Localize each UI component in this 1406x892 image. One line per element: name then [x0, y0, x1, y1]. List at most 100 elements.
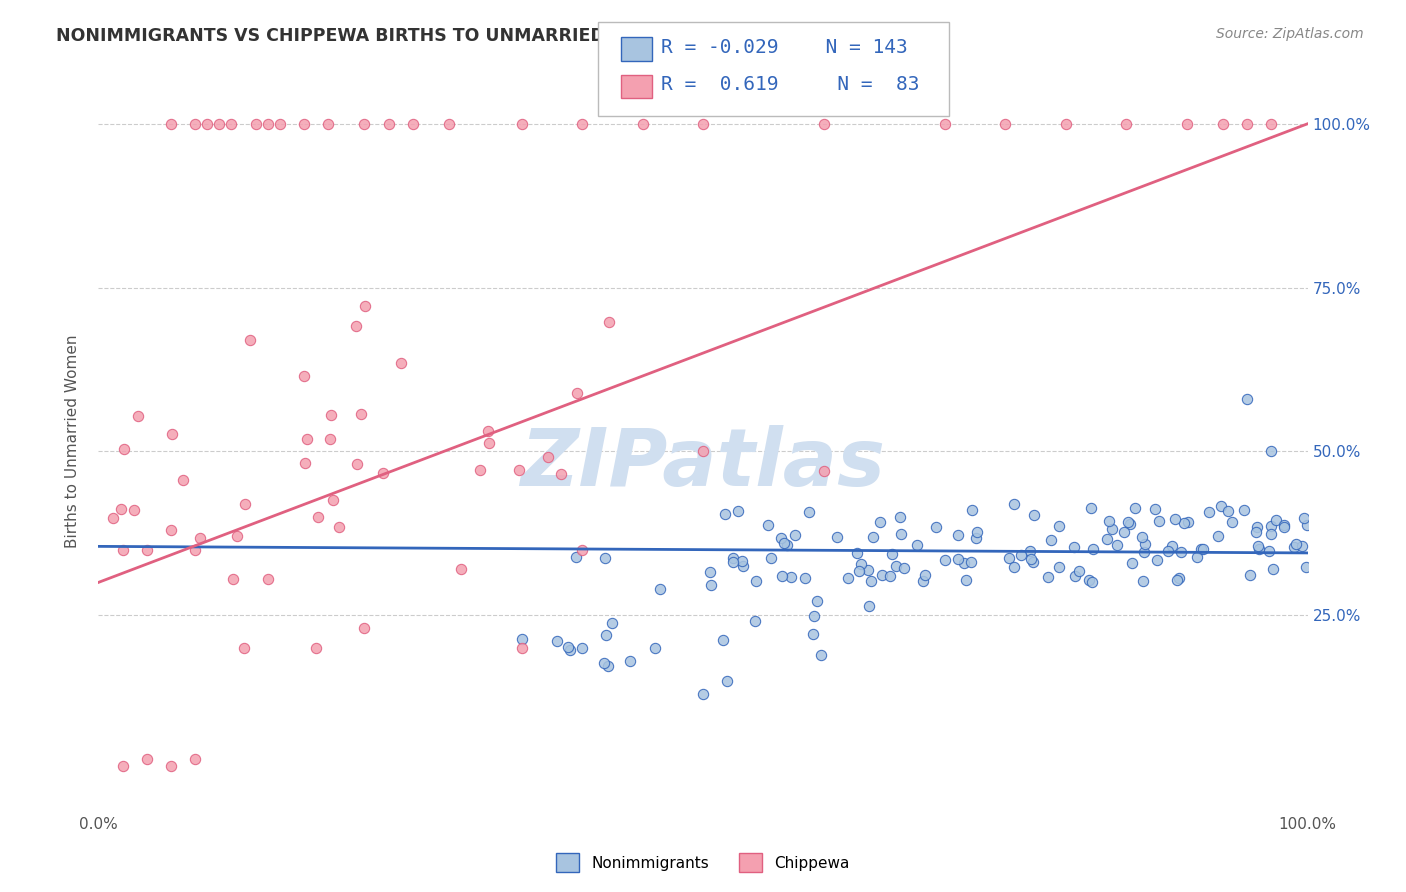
- Chippewa: [122, 502, 145, 516]
- Nonimmigrants: [925, 520, 948, 534]
- Nonimmigrants: [880, 547, 903, 561]
- Nonimmigrants: [1080, 500, 1102, 515]
- Nonimmigrants: [1211, 499, 1233, 513]
- Nonimmigrants: [1097, 532, 1119, 546]
- Chippewa: [571, 117, 593, 131]
- Chippewa: [292, 117, 315, 131]
- Chippewa: [1175, 117, 1198, 131]
- Nonimmigrants: [565, 549, 588, 564]
- Chippewa: [354, 299, 377, 313]
- Chippewa: [297, 433, 319, 447]
- Nonimmigrants: [914, 567, 936, 582]
- Nonimmigrants: [848, 564, 870, 578]
- Nonimmigrants: [770, 569, 793, 583]
- Nonimmigrants: [960, 555, 983, 569]
- Chippewa: [239, 333, 262, 347]
- Nonimmigrants: [727, 504, 749, 518]
- Chippewa: [221, 117, 243, 131]
- Chippewa: [235, 497, 257, 511]
- Nonimmigrants: [794, 571, 817, 585]
- Chippewa: [269, 117, 291, 131]
- Chippewa: [477, 425, 499, 439]
- Nonimmigrants: [858, 599, 880, 614]
- Chippewa: [350, 407, 373, 421]
- Nonimmigrants: [759, 550, 782, 565]
- Chippewa: [371, 466, 394, 480]
- Nonimmigrants: [846, 546, 869, 560]
- Nonimmigrants: [1284, 537, 1306, 551]
- Nonimmigrants: [1168, 571, 1191, 585]
- Chippewa: [160, 759, 183, 773]
- Nonimmigrants: [1118, 515, 1140, 529]
- Nonimmigrants: [1260, 527, 1282, 541]
- Nonimmigrants: [948, 528, 970, 542]
- Nonimmigrants: [1133, 544, 1156, 558]
- Chippewa: [188, 531, 211, 545]
- Nonimmigrants: [1022, 555, 1045, 569]
- Chippewa: [184, 117, 207, 131]
- Nonimmigrants: [962, 502, 984, 516]
- Nonimmigrants: [1260, 519, 1282, 533]
- Nonimmigrants: [1166, 573, 1188, 587]
- Chippewa: [256, 117, 278, 131]
- Nonimmigrants: [801, 627, 824, 641]
- Chippewa: [321, 493, 343, 508]
- Chippewa: [318, 433, 340, 447]
- Nonimmigrants: [557, 640, 579, 654]
- Nonimmigrants: [893, 561, 915, 575]
- Chippewa: [245, 117, 267, 131]
- Chippewa: [160, 427, 183, 442]
- Chippewa: [813, 117, 835, 131]
- Nonimmigrants: [1157, 543, 1180, 558]
- Nonimmigrants: [1260, 444, 1282, 458]
- Nonimmigrants: [699, 565, 721, 579]
- Chippewa: [328, 520, 350, 534]
- Nonimmigrants: [965, 531, 987, 545]
- Text: R = -0.029    N = 143: R = -0.029 N = 143: [661, 37, 907, 57]
- Nonimmigrants: [1244, 524, 1267, 539]
- Chippewa: [1236, 117, 1258, 131]
- Nonimmigrants: [593, 551, 616, 566]
- Chippewa: [537, 450, 560, 465]
- Chippewa: [294, 456, 316, 470]
- Nonimmigrants: [546, 634, 568, 648]
- Nonimmigrants: [1121, 556, 1143, 570]
- Nonimmigrants: [714, 508, 737, 522]
- Nonimmigrants: [1002, 497, 1025, 511]
- Nonimmigrants: [862, 530, 884, 544]
- Nonimmigrants: [890, 527, 912, 541]
- Chippewa: [571, 542, 593, 557]
- Nonimmigrants: [1112, 525, 1135, 540]
- Nonimmigrants: [1239, 567, 1261, 582]
- Chippewa: [510, 117, 533, 131]
- Nonimmigrants: [716, 673, 738, 688]
- Chippewa: [353, 621, 375, 635]
- Y-axis label: Births to Unmarried Women: Births to Unmarried Women: [65, 334, 80, 549]
- Nonimmigrants: [595, 628, 617, 642]
- Nonimmigrants: [1246, 520, 1268, 534]
- Nonimmigrants: [1261, 562, 1284, 576]
- Nonimmigrants: [889, 510, 911, 524]
- Chippewa: [184, 542, 207, 557]
- Chippewa: [550, 467, 572, 481]
- Nonimmigrants: [721, 550, 744, 565]
- Chippewa: [160, 117, 183, 131]
- Chippewa: [402, 117, 425, 131]
- Nonimmigrants: [912, 574, 935, 589]
- Nonimmigrants: [783, 527, 806, 541]
- Nonimmigrants: [1198, 505, 1220, 519]
- Nonimmigrants: [1191, 542, 1213, 557]
- Nonimmigrants: [756, 517, 779, 532]
- Chippewa: [319, 409, 342, 423]
- Chippewa: [344, 319, 367, 334]
- Nonimmigrants: [1258, 543, 1281, 558]
- Chippewa: [195, 117, 218, 131]
- Nonimmigrants: [1295, 517, 1317, 532]
- Nonimmigrants: [733, 558, 755, 573]
- Nonimmigrants: [558, 643, 581, 657]
- Chippewa: [101, 511, 124, 525]
- Nonimmigrants: [851, 557, 873, 571]
- Chippewa: [1115, 117, 1137, 131]
- Nonimmigrants: [879, 569, 901, 583]
- Chippewa: [478, 435, 501, 450]
